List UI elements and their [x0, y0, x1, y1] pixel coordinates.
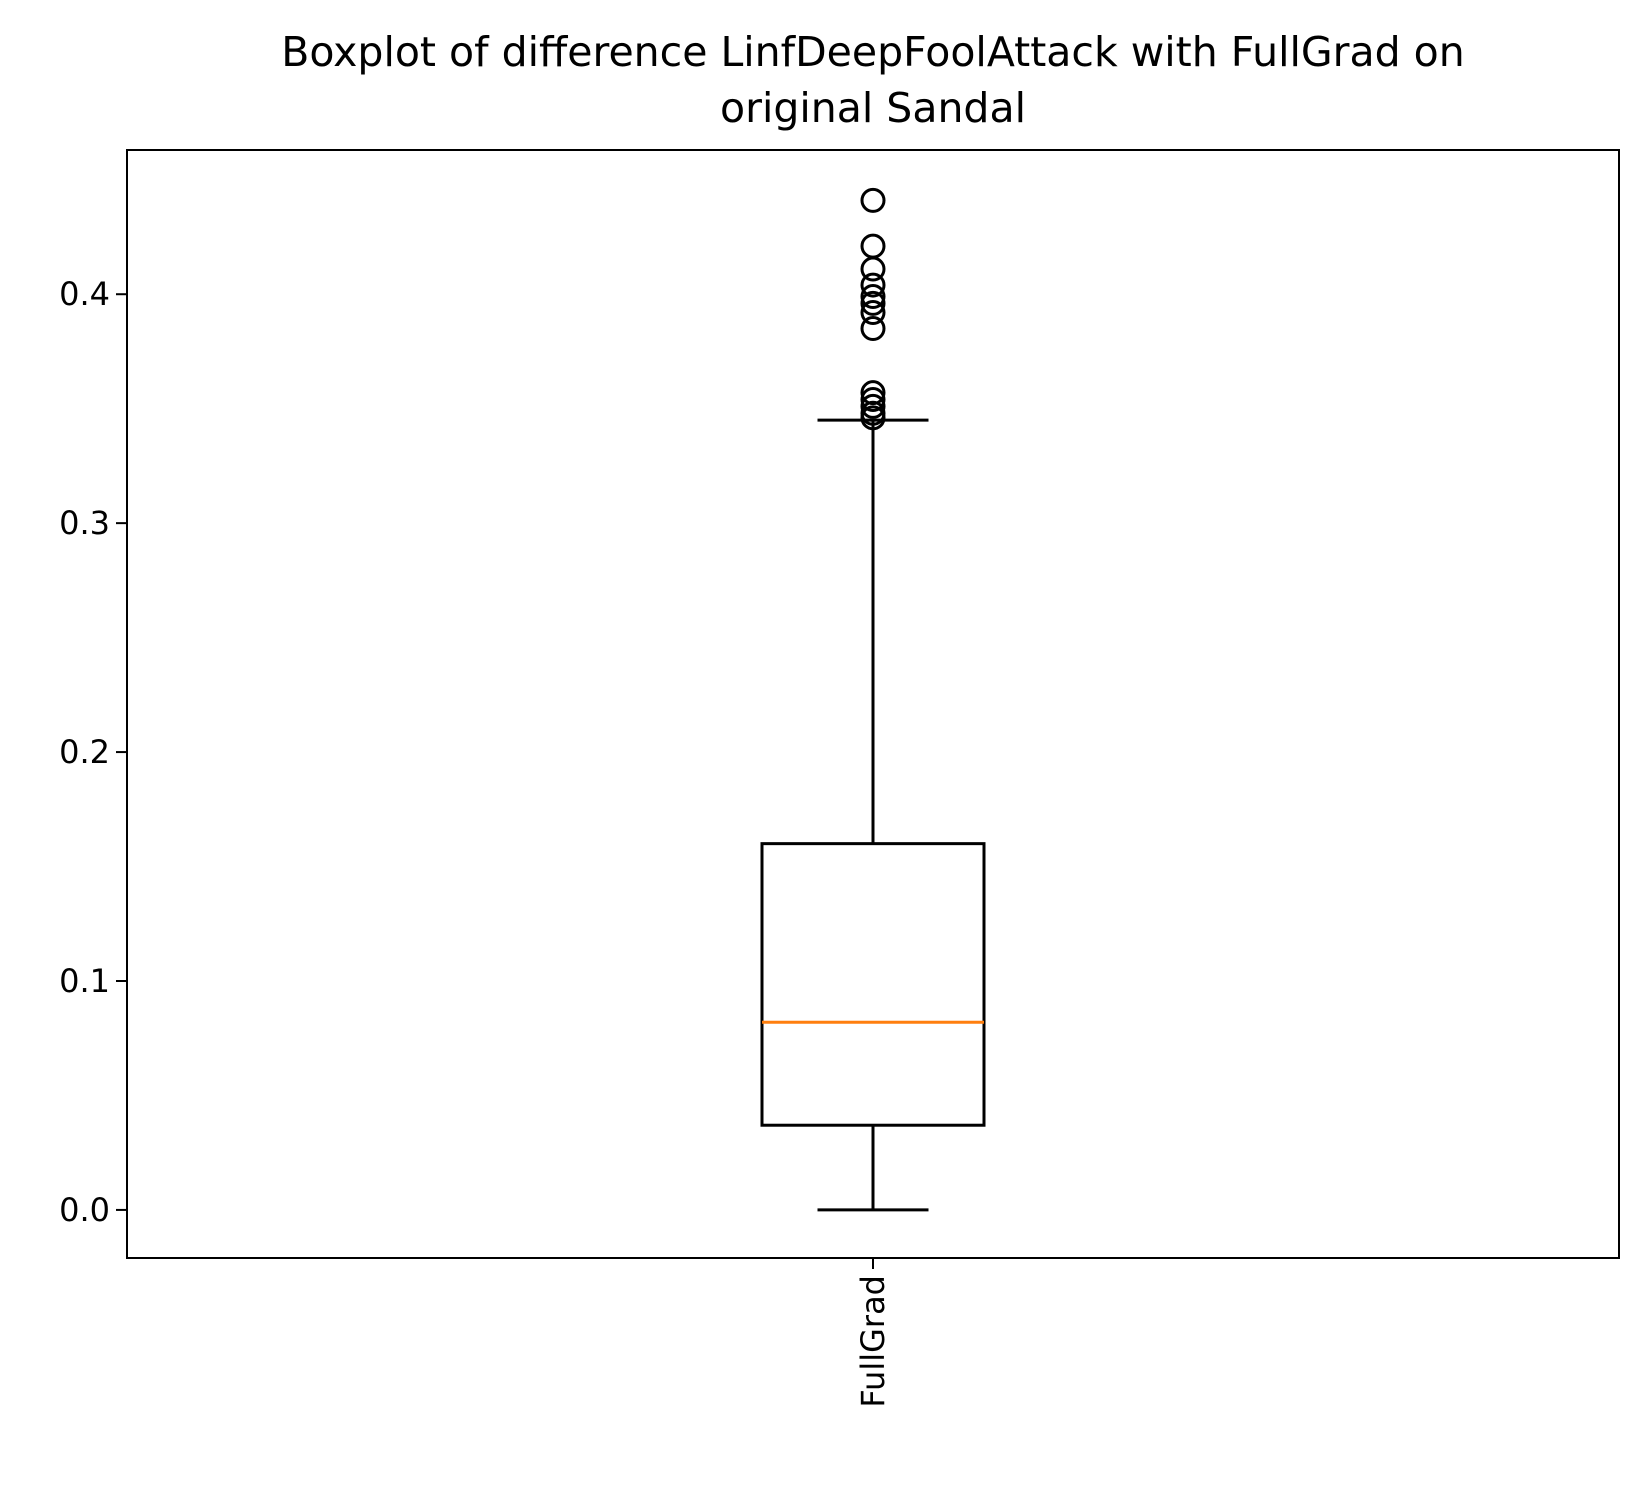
- y-tick-label: 0.2: [59, 733, 110, 771]
- outlier-point: [860, 316, 886, 342]
- y-tick-label: 0.3: [59, 504, 110, 542]
- outlier-point: [860, 387, 886, 413]
- y-tick-label: 0.0: [59, 1191, 110, 1229]
- axes-frame: [126, 149, 1620, 1259]
- outlier-point: [860, 290, 886, 316]
- outlier-point: [860, 256, 886, 282]
- y-tick-label: 0.4: [59, 275, 110, 313]
- chart-title-line-2: original Sandal: [720, 84, 1026, 132]
- chart-title-line-1: Boxplot of difference LinfDeepFoolAttack…: [281, 28, 1465, 76]
- outlier-point: [860, 187, 886, 213]
- plot-area: 0.0 0.1 0.2 0.3 0.4 FullGrad: [59, 187, 986, 1408]
- outlier-point: [860, 284, 886, 310]
- outlier-point: [860, 272, 886, 298]
- y-tick-label: 0.1: [59, 962, 110, 1000]
- box-iqr: [760, 842, 986, 1127]
- x-tick-label: FullGrad: [854, 1275, 892, 1408]
- outlier-point: [860, 405, 886, 431]
- outlier-point: [860, 300, 886, 326]
- outlier-point: [860, 393, 886, 419]
